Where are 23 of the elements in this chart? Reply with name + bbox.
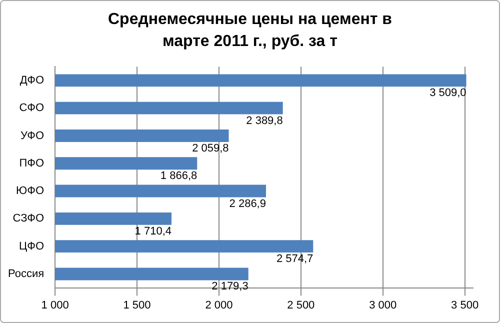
x-tick-label: 2 500 <box>287 299 315 312</box>
data-label: 2 179,3 <box>212 280 248 293</box>
y-tick-label: ЮФО <box>16 185 44 198</box>
y-tick-label: СЗФО <box>12 212 45 225</box>
x-tick-label: 1 000 <box>41 299 69 312</box>
y-tick-label: СФО <box>19 102 45 114</box>
y-tick-label: ДФО <box>20 74 44 86</box>
data-label: 2 389,8 <box>246 114 283 127</box>
x-tick-label: 2 000 <box>205 299 233 312</box>
data-label: 2 059,8 <box>192 142 229 154</box>
data-label: 2 286,9 <box>229 198 266 210</box>
data-label: 3 509,0 <box>430 87 466 100</box>
x-tick-label: 3 000 <box>369 299 397 312</box>
y-tick-label: ЦФО <box>19 240 45 252</box>
y-tick-label: ПФО <box>19 157 45 170</box>
y-tick-label: Россия <box>8 268 44 280</box>
data-label: 1 866,8 <box>160 170 198 182</box>
chart-title: Среднемесячные цены на цемент в марте 2011 г., руб. за т <box>106 10 393 52</box>
x-tick-label: 1 500 <box>123 299 151 312</box>
data-label: 1 710,4 <box>134 225 172 238</box>
x-tick-label: 3 500 <box>451 299 479 312</box>
y-tick-label: УФО <box>20 130 45 142</box>
data-label: 2 574,7 <box>276 253 314 266</box>
